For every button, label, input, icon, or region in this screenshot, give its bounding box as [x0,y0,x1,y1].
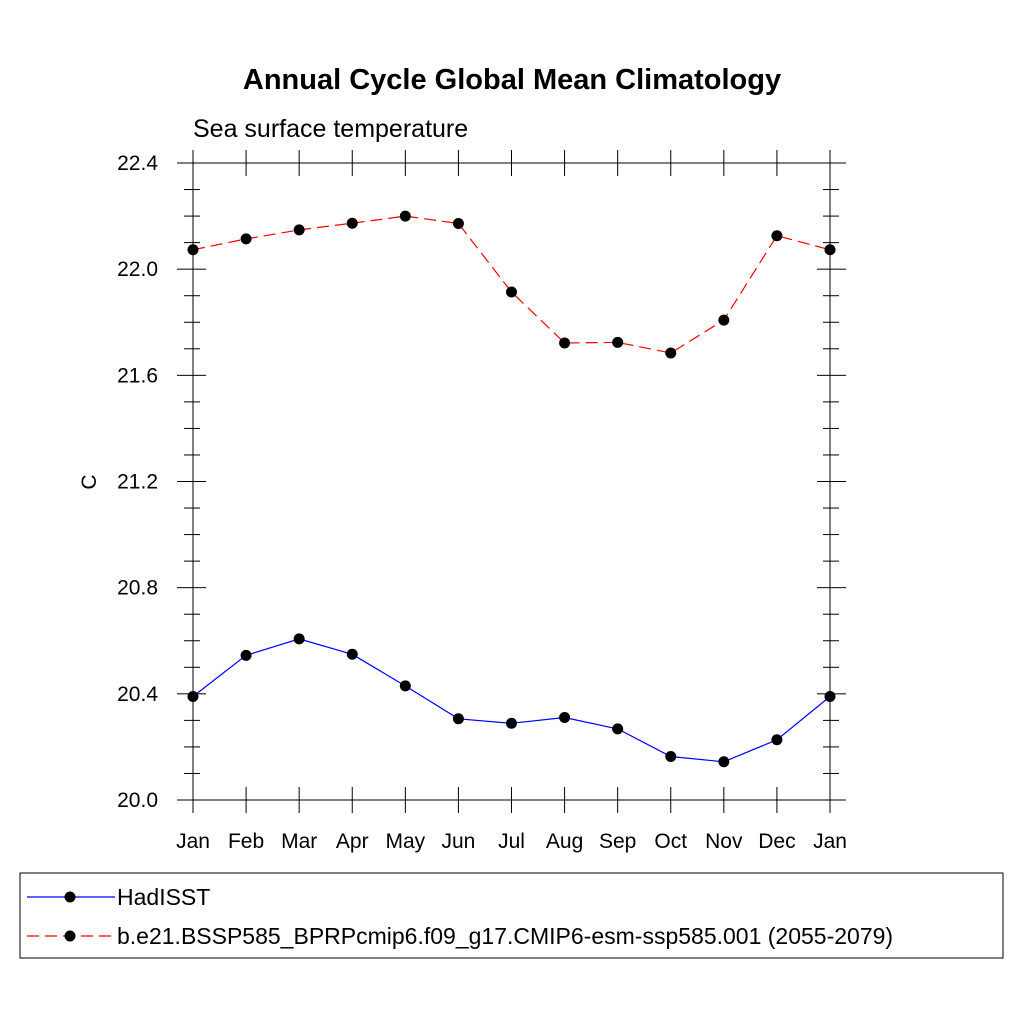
chart-subtitle: Sea surface temperature [193,115,468,143]
legend-box [19,872,1004,959]
data-point [665,347,677,359]
data-point [293,224,305,236]
data-point [665,750,677,762]
y-tick-label: 22.4 [117,152,158,175]
data-point [240,233,252,245]
data-point [612,723,624,735]
y-tick-label: 20.8 [117,577,158,600]
y-tick-label: 20.0 [117,789,158,812]
x-tick-label: Dec [758,830,795,853]
x-tick-label: Aug [546,830,583,853]
data-point [346,648,358,660]
data-point [240,649,252,661]
chart-title: Annual Cycle Global Mean Climatology [243,64,781,96]
legend-label: b.e21.BSSP585_BPRPcmip6.f09_g17.CMIP6-es… [117,923,893,949]
data-point [559,711,571,723]
x-tick-label: Jul [498,830,525,853]
x-tick-label: Apr [336,830,369,853]
data-point [612,336,624,348]
x-tick-label: Feb [228,830,264,853]
legend-marker [64,891,76,903]
legend-marker [64,930,76,942]
legend-label: HadISST [117,884,210,910]
x-tick-label: Mar [281,830,317,853]
data-point [399,680,411,692]
y-axis-label: C [78,474,101,489]
data-point [771,734,783,746]
series-line-2 [192,215,831,354]
x-tick-label: Jan [813,830,847,853]
data-point [293,633,305,645]
data-point [506,717,517,729]
series-line-1 [192,638,831,763]
plot-frame [192,162,831,801]
x-tick-label: Jan [176,830,210,853]
data-point [187,244,199,256]
x-tick-label: May [385,830,425,853]
legend: HadISST b.e21.BSSP585_BPRPcmip6.f09_g17.C… [19,872,1004,959]
data-point [187,690,199,702]
data-point [824,690,836,702]
y-tick-label: 21.2 [117,471,158,494]
data-point [771,230,783,242]
data-point [346,217,358,229]
data-point [718,756,730,768]
data-point [718,314,730,326]
y-tick-label: 21.6 [117,364,158,387]
data-point [559,337,571,349]
y-tick-label: 20.4 [117,683,158,706]
data-point [452,218,464,230]
data-point [452,713,464,725]
x-tick-label: Oct [654,830,687,853]
series-layer [187,210,836,768]
data-point [506,286,517,298]
data-point [399,210,411,222]
y-tick-label: 22.0 [117,258,158,281]
x-tick-label: Jun [441,830,475,853]
data-point [824,244,836,256]
axes-layer: Jan Feb Mar Apr May Jun Jul Aug Sep Oct Nov Dec Jan 2… [117,150,847,853]
x-tick-label: Sep [599,830,636,853]
x-tick-label: Nov [705,830,743,853]
